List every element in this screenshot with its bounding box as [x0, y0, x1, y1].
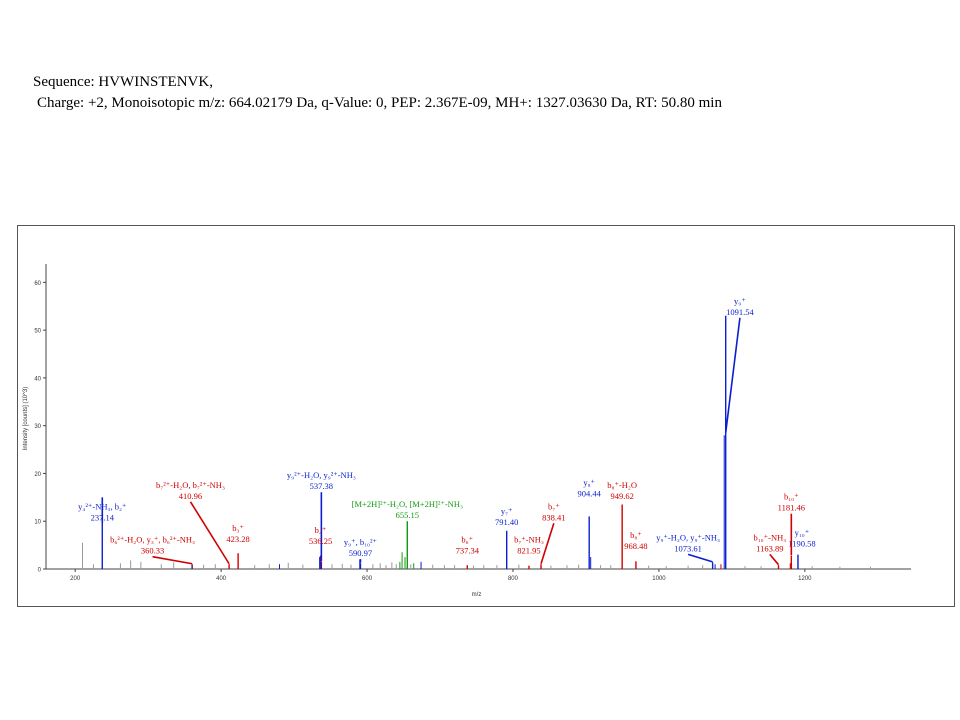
peak-annotation-ion: b₈⁺-H₂O	[607, 480, 637, 490]
spectrum-header: Sequence: HVWINSTENVK, Charge: +2, Monoi…	[33, 72, 722, 114]
peak-annotation-mz: 590.97	[349, 548, 372, 558]
y-tick-label: 40	[34, 376, 41, 382]
peak-annotation-mz: 536.25	[309, 536, 332, 546]
peak-annotation-leader	[152, 555, 193, 565]
peak-annotation-leader	[540, 523, 555, 564]
peak-annotation-mz: 949.62	[610, 491, 633, 501]
peak-annotation-ion: y₉⁺, b₁₀²⁺	[344, 537, 378, 547]
y-tick-label: 20	[34, 472, 41, 478]
peak-annotation-ion: b₃⁺	[232, 523, 244, 533]
peak-annotation-ion: y₉⁺	[734, 296, 746, 306]
peak-annotation-leader	[189, 501, 230, 565]
y-tick-label: 50	[34, 329, 41, 335]
peak-annotation-ion: b₆⁺	[461, 535, 473, 545]
peak-annotation-mz: 360.33	[141, 546, 164, 556]
x-tick-label: 1200	[798, 576, 812, 582]
peak-annotation-mz: 737.34	[456, 546, 480, 556]
peak-annotation-mz: 1091.54	[726, 307, 754, 317]
peak-annotation-leader	[687, 553, 713, 563]
spectrum-chart: 0 10 20 30 40 50 60 200 400 600 800 1000 1200 m/z Inte…	[23, 264, 911, 598]
psm-meta-line: Charge: +2, Monoisotopic m/z: 664.02179 …	[37, 95, 722, 111]
peak-annotation-mz: 821.95	[517, 546, 540, 556]
peak-annotation-ion: b₇⁺-NH₃	[514, 535, 544, 545]
x-axis-label: m/z	[472, 592, 482, 598]
spectrum-frame: 0 10 20 30 40 50 60 200 400 600 800 1000 1200 m/z Inte…	[17, 225, 955, 607]
peak-annotation-ion: y₁₀⁺	[795, 528, 810, 538]
peak-annotation-mz: 655.15	[396, 510, 419, 520]
peak-annotation-mz: 1163.89	[756, 543, 783, 553]
peak-annotation-ion: y₇⁺	[501, 506, 513, 516]
peak-annotation-mz: 537.38	[310, 481, 333, 491]
peak-annotation-leader	[769, 553, 780, 566]
peak-annotation-leader	[724, 317, 741, 433]
x-tick-label: 200	[70, 576, 81, 582]
peak-annotation-ion: b₇⁺	[548, 501, 560, 511]
x-tick-label: 400	[216, 576, 227, 582]
peak-annotation-mz: 410.96	[179, 491, 202, 501]
peak-annotation-mz: 904.44	[578, 488, 602, 498]
peak-annotation-ion: b₇²⁺-H₂O, b₇²⁺-NH₃	[156, 480, 225, 490]
x-tick-label: 800	[508, 576, 519, 582]
peak-annotation-ion: b₆²⁺-H₂O, y₃⁺, b₆²⁺-NH₃	[110, 535, 195, 545]
x-tick-label: 1000	[652, 576, 666, 582]
y-tick-label: 0	[38, 568, 42, 574]
y-axis-label: Intensity [counts] (10^3)	[23, 387, 29, 451]
peak-annotation-mz: 968.48	[624, 541, 647, 551]
y-tick-label: 30	[34, 424, 41, 430]
peak-annotation-mz: 1181.46	[778, 503, 805, 513]
y-tick-label: 60	[34, 281, 41, 287]
peak-annotation-ion: y₉²⁺-H₂O, y₉²⁺-NH₃	[287, 470, 356, 480]
sequence-line: Sequence: HVWINSTENVK,	[33, 74, 213, 90]
x-tick-label: 600	[362, 576, 373, 582]
peak-annotation-ion: b₁₀⁺	[784, 492, 799, 502]
peak-annotation-mz: 423.28	[226, 534, 249, 544]
peak-annotation-ion: [M+2H]²⁺-H₂O, [M+2H]²⁺-NH₃	[352, 499, 463, 509]
peak-annotation-ion: b₁₀⁺-NH₃	[753, 532, 786, 542]
peak-annotation-ion: b₄⁺	[315, 525, 327, 535]
peak-annotation-ion: b₈⁺	[630, 530, 642, 540]
peak-annotation-mz: 838.41	[542, 512, 565, 522]
peak-annotation-mz: 1190.58	[788, 539, 815, 549]
peak-annotation-mz: 1073.61	[674, 543, 702, 553]
peak-annotation-mz: 791.40	[495, 517, 518, 527]
peak-annotation-ion: y₉⁺-H₂O, y₉⁺-NH₃	[656, 532, 720, 542]
y-tick-label: 10	[34, 520, 41, 526]
peak-annotation-ion: y₈⁺	[583, 477, 595, 487]
